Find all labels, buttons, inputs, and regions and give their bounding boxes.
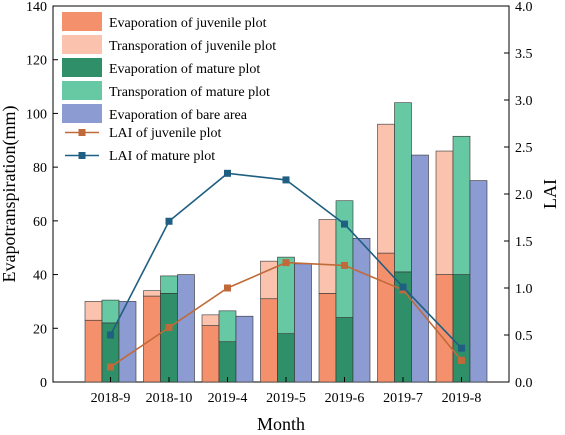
- y2-tick-label: 4.0: [515, 0, 533, 15]
- marker-lai-mature-2019-4: [224, 169, 231, 177]
- line-layer: [107, 169, 465, 371]
- marker-lai-mature-2019-5: [282, 176, 290, 184]
- legend-label: LAI of mature plot: [109, 149, 215, 164]
- bar-juvenile-plot-transporation-2018-9: [84, 301, 103, 321]
- legend-swatch: [62, 12, 102, 31]
- y2-tick-label: 2.5: [515, 141, 533, 156]
- bar-juvenile-plot-transporation-2019-6: [318, 219, 337, 294]
- y-tick-label: 120: [26, 54, 47, 69]
- marker-lai-juvenile-2018-10: [165, 323, 173, 331]
- legend-marker: [78, 152, 86, 159]
- bar-juvenile-plot-transporation-2018-10: [143, 290, 161, 297]
- bar-mature-plot-transporation-2019-6: [335, 200, 354, 318]
- bar-bare-area-evaporation-2019-8: [469, 180, 488, 383]
- y-tick-label: 60: [33, 215, 47, 230]
- y2-tick-label: 1.0: [515, 282, 533, 297]
- legend-label: LAI of juvenile plot: [109, 126, 221, 141]
- bar-bare-area-evaporation-2019-7: [411, 154, 429, 383]
- y-tick-label: 140: [26, 0, 47, 15]
- marker-lai-juvenile-2018-9: [107, 363, 114, 371]
- legend-swatch: [62, 58, 102, 77]
- legend-label: Transporation of juvenile plot: [109, 39, 276, 54]
- legend-label: Transporation of mature plot: [109, 85, 270, 100]
- x-tick-label-2018-9: 2018-9: [91, 391, 131, 406]
- marker-lai-mature-2018-10: [165, 217, 173, 225]
- legend-label: Evaporation of mature plot: [109, 62, 260, 77]
- bar-bare-area-evaporation-2019-6: [352, 238, 371, 383]
- marker-lai-mature-2019-6: [341, 220, 348, 228]
- bar-juvenile-plot-evaporation-2019-7: [377, 252, 395, 383]
- marker-lai-juvenile-2019-6: [341, 261, 348, 269]
- y2-axis-title: LAI: [540, 179, 560, 209]
- y2-tick-label: 3.5: [515, 47, 533, 62]
- legend-label: Evaporation of bare area: [109, 108, 248, 123]
- marker-lai-mature-2019-8: [458, 344, 465, 352]
- bar-mature-plot-evaporation-2019-8: [452, 274, 471, 383]
- x-tick-label-2019-5: 2019-5: [266, 391, 306, 406]
- y-tick-label: 0: [40, 376, 47, 391]
- bar-juvenile-plot-evaporation-2019-4: [201, 325, 220, 383]
- legend-swatch: [62, 81, 102, 100]
- y2-tick-label: 3.0: [515, 94, 533, 109]
- y2-tick-label: 0.0: [515, 376, 533, 391]
- y-axis-title: Evapotranspiration(mm): [0, 106, 20, 283]
- bar-juvenile-plot-evaporation-2019-5: [260, 298, 278, 383]
- bar-mature-plot-evaporation-2019-6: [335, 317, 354, 383]
- marker-lai-mature-2019-7: [399, 283, 407, 291]
- bar-bare-area-evaporation-2019-4: [235, 315, 254, 383]
- marker-lai-juvenile-2019-4: [224, 284, 231, 292]
- x-tick-label-2018-10: 2018-10: [146, 391, 193, 406]
- y-tick-label: 20: [33, 322, 47, 337]
- bar-mature-plot-transporation-2019-7: [394, 102, 412, 273]
- bar-layer: [84, 102, 488, 383]
- bar-mature-plot-evaporation-2018-10: [160, 293, 178, 383]
- axes-layer: 0 20 40 60 80 100 120 140 0.0 0.5 1.0 1.5 2.0 2.5 3.0 3…: [26, 0, 533, 406]
- marker-lai-mature-2018-9: [107, 331, 114, 339]
- x-tick-label-2019-6: 2019-6: [325, 391, 365, 406]
- bar-juvenile-plot-evaporation-2019-8: [435, 274, 454, 383]
- y2-tick-label: 2.0: [515, 188, 533, 203]
- x-tick-label-2019-4: 2019-4: [208, 391, 248, 406]
- bar-juvenile-plot-transporation-2019-4: [201, 314, 220, 326]
- y-tick-label: 80: [33, 161, 47, 176]
- bar-bare-area-evaporation-2019-5: [294, 263, 312, 383]
- legend-swatch: [62, 35, 102, 54]
- bar-bare-area-evaporation-2018-10: [177, 274, 195, 383]
- bar-juvenile-plot-evaporation-2018-9: [84, 319, 103, 383]
- legend-label: Evaporation of juvenile plot: [109, 16, 267, 31]
- marker-lai-juvenile-2019-5: [282, 259, 290, 267]
- y2-tick-label: 1.5: [515, 235, 533, 250]
- bar-mature-plot-transporation-2019-4: [218, 310, 237, 343]
- bar-mature-plot-transporation-2019-8: [452, 135, 471, 275]
- marker-lai-juvenile-2019-8: [458, 356, 465, 364]
- bar-mature-plot-evaporation-2019-4: [218, 341, 237, 383]
- y-tick-label: 40: [33, 269, 47, 284]
- bar-mature-plot-transporation-2018-9: [101, 299, 120, 324]
- bar-mature-plot-transporation-2018-10: [160, 275, 178, 294]
- x-axis-title: Month: [257, 414, 305, 434]
- bar-juvenile-plot-transporation-2019-7: [377, 123, 395, 254]
- bar-juvenile-plot-transporation-2019-8: [435, 150, 454, 275]
- legend-marker: [78, 129, 86, 136]
- legend-swatch: [62, 104, 102, 123]
- y2-tick-label: 0.5: [515, 329, 533, 344]
- legend: Evaporation of juvenile plot Transporatio…: [62, 12, 276, 164]
- bar-mature-plot-evaporation-2019-5: [277, 333, 295, 383]
- x-tick-label-2019-7: 2019-7: [383, 391, 423, 406]
- bar-juvenile-plot-evaporation-2019-6: [318, 293, 337, 383]
- y-tick-label: 100: [26, 107, 47, 122]
- bar-mature-plot-transporation-2019-5: [277, 256, 295, 334]
- x-tick-label-2019-8: 2019-8: [442, 391, 482, 406]
